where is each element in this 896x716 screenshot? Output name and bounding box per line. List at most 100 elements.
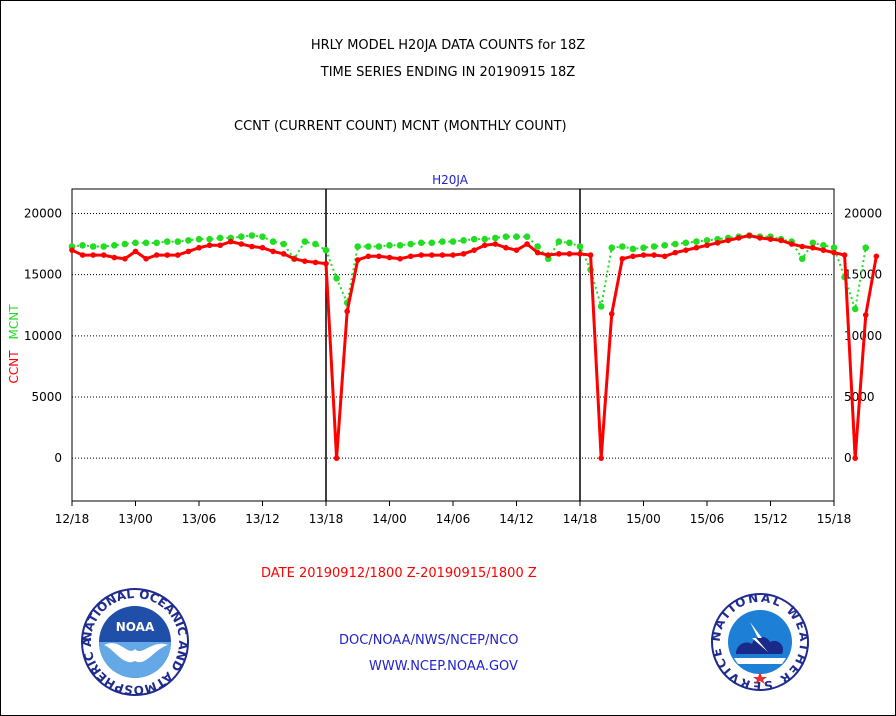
series-ccnt-point [630, 253, 636, 260]
series-ccnt-point [566, 251, 573, 257]
series-mcnt-point [640, 244, 647, 252]
y-tick-label-left: 20000 [24, 206, 62, 220]
series-ccnt-point [429, 252, 435, 258]
series-ccnt-point [820, 247, 827, 253]
x-tick-label: 13/00 [118, 512, 153, 526]
series-mcnt-point [100, 243, 108, 250]
y-tick-label-right: 20000 [844, 206, 882, 220]
series-mcnt-point [153, 239, 160, 247]
series-ccnt-point [810, 244, 816, 251]
nws-logo: NATIONAL WEATHER SERVICE [710, 592, 809, 692]
series-ccnt-point [143, 255, 149, 262]
series-mcnt-point [460, 237, 467, 244]
series-ccnt-point [767, 236, 774, 242]
series-ccnt-point [460, 251, 467, 257]
series-ccnt-point [153, 252, 160, 258]
website-link[interactable]: WWW.NCEP.NOAA.GOV [369, 659, 518, 674]
series-mcnt-point [121, 240, 129, 248]
series-mcnt-point [280, 240, 287, 248]
series-mcnt-point [333, 275, 340, 282]
series-mcnt-point [111, 241, 118, 249]
series-ccnt-point [344, 308, 350, 315]
series-mcnt-point [206, 235, 213, 243]
series-ccnt-point [788, 241, 795, 247]
series-ccnt-point [376, 253, 382, 260]
series-mcnt-point [142, 239, 150, 247]
series-ccnt-point [841, 252, 848, 258]
series-ccnt-point [185, 248, 192, 255]
series-mcnt-point [682, 239, 690, 247]
series-ccnt-point [418, 252, 425, 258]
series-ccnt-point [725, 237, 731, 244]
series-ccnt-point [280, 251, 287, 257]
series-mcnt-point [862, 244, 870, 252]
series-ccnt-point [111, 254, 118, 261]
series-mcnt-point [269, 238, 277, 245]
series-mcnt-point [163, 238, 171, 245]
chart-header-line-1: HRLY MODEL H20JA DATA COUNTS for 18Z [310, 38, 586, 53]
series-mcnt-point [597, 303, 605, 310]
series-mcnt-point [238, 233, 245, 241]
series-mcnt-point [428, 239, 436, 247]
x-tick-labels: 12/18 13/00 13/06 13/12 13/18 14/00 14/06 14/12… [55, 501, 851, 526]
series-ccnt-point [354, 257, 361, 263]
series-mcnt-point [375, 243, 383, 250]
series-mcnt-point [820, 241, 827, 249]
date-range-label: DATE 20190912/1800 Z-20190915/1800 Z [261, 566, 537, 581]
series-ccnt-point [397, 255, 403, 262]
chart-header-line-3: CCNT (CURRENT COUNT) MCNT (MONTHLY COUNT… [234, 119, 567, 134]
series-mcnt-point [407, 240, 414, 248]
series-ccnt-point [291, 255, 298, 262]
series-mcnt-point [566, 239, 573, 247]
series-mcnt-point [650, 243, 658, 250]
series-ccnt-point [69, 247, 75, 253]
series-ccnt-line [71, 233, 878, 460]
series-layer [68, 232, 880, 461]
series-ccnt-point [471, 247, 477, 253]
series-ccnt-point [577, 251, 583, 257]
series-ccnt-point [100, 252, 107, 258]
series-ccnt-point [439, 252, 446, 258]
series-ccnt-point [386, 254, 393, 261]
series-mcnt-point [492, 234, 499, 242]
series-ccnt-point [513, 247, 520, 253]
series-ccnt-point [704, 242, 710, 249]
series-ccnt-point [323, 260, 329, 267]
series-ccnt-point [79, 252, 86, 258]
y-tick-label-left: 15000 [24, 268, 62, 282]
series-ccnt-point [746, 232, 753, 239]
x-tick-label: 14/12 [499, 512, 534, 526]
x-tick-label: 15/12 [753, 512, 788, 526]
series-mcnt-point [608, 244, 616, 252]
series-ccnt-point [587, 252, 594, 258]
series-ccnt-point [312, 259, 319, 266]
series-mcnt-point [248, 232, 256, 239]
series-mcnt-point [195, 235, 203, 243]
y-tick-label-left: 5000 [31, 390, 62, 404]
y-axis-label-mcnt: MCNT [7, 304, 21, 340]
x-tick-label: 13/12 [245, 512, 280, 526]
series-ccnt-point [757, 235, 763, 241]
series-ccnt-point [714, 240, 721, 246]
series-ccnt-point [132, 248, 139, 255]
series-ccnt-point [651, 252, 657, 258]
series-mcnt-point [513, 233, 520, 241]
series-ccnt-point [238, 241, 245, 247]
y-tick-label-right: 15000 [844, 268, 882, 282]
series-ccnt-point [619, 255, 626, 262]
series-mcnt-point [555, 238, 563, 245]
series-mcnt-point [132, 239, 139, 247]
series-mcnt-point [259, 233, 266, 241]
series-mcnt-point [417, 239, 425, 247]
series-mcnt-point [809, 239, 817, 247]
series-mcnt-point [661, 241, 668, 249]
series-ccnt-point [481, 242, 488, 249]
series-ccnt-point [852, 455, 858, 461]
series-mcnt-point [185, 237, 192, 244]
series-ccnt-point [608, 311, 615, 317]
grid-lines [72, 212, 834, 459]
series-ccnt-point [683, 247, 689, 253]
series-mcnt-point [671, 240, 679, 248]
series-ccnt-point [90, 252, 96, 258]
series-ccnt-point [545, 252, 552, 258]
